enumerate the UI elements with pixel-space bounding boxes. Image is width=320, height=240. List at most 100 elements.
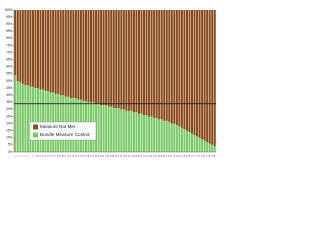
bar-segment xyxy=(137,10,140,114)
bar-segment xyxy=(130,110,133,152)
x-tick-label: 64 xyxy=(174,155,176,157)
bar-segment xyxy=(132,10,135,113)
x-tick-label: 18 xyxy=(58,155,60,157)
bar-segment xyxy=(206,10,209,143)
x-tick-label: 30 xyxy=(88,155,90,157)
legend-label: Bundle Measure Control xyxy=(40,132,90,137)
bar-segment xyxy=(117,107,120,152)
x-tick-label: 19 xyxy=(60,155,62,157)
bar-segment xyxy=(155,10,158,118)
bar-segment xyxy=(54,10,57,94)
x-tick-label: 36 xyxy=(103,155,105,157)
bar-segment xyxy=(153,117,156,152)
y-tick-label: 20% xyxy=(6,121,13,125)
bar-segment xyxy=(52,10,55,93)
bar-segment xyxy=(82,10,85,101)
x-tick-label: 67 xyxy=(181,155,183,157)
bar-segment xyxy=(112,10,115,108)
x-tick-label: 3 xyxy=(20,155,22,156)
bar-segment xyxy=(102,10,105,106)
y-tick-label: 100% xyxy=(4,8,12,12)
bar-segment xyxy=(110,10,113,107)
x-tick-label: 78 xyxy=(209,155,211,157)
x-tick-label: 33 xyxy=(95,155,97,157)
bar-segment xyxy=(14,10,17,76)
x-tick-label: 45 xyxy=(126,155,128,157)
x-tick-label: 16 xyxy=(53,155,55,157)
y-tick-label: 0% xyxy=(8,150,13,154)
y-tick-label: 25% xyxy=(6,114,13,118)
x-tick-label: 29 xyxy=(85,155,87,157)
bar-segment xyxy=(127,10,130,111)
bar-segment xyxy=(90,10,93,103)
x-tick-label: 63 xyxy=(171,155,173,157)
bar-segment xyxy=(208,10,211,144)
x-tick-label: 41 xyxy=(116,155,118,157)
x-tick-label: 51 xyxy=(141,155,143,157)
bar-segment xyxy=(183,10,186,130)
x-tick-label: 68 xyxy=(184,155,186,157)
x-tick-label: 21 xyxy=(65,155,67,157)
x-tick-label: 4 xyxy=(22,155,24,156)
y-tick-label: 75% xyxy=(6,43,13,47)
bar-segment xyxy=(175,125,178,152)
x-tick-label: 25 xyxy=(75,155,77,157)
bar-segment xyxy=(34,88,37,152)
y-tick-label: 45% xyxy=(6,86,13,90)
y-tick-label: 40% xyxy=(6,93,13,97)
bar-segment xyxy=(107,106,110,152)
bar-segment xyxy=(163,120,166,152)
x-tick-label: 35 xyxy=(101,155,103,157)
bar-segment xyxy=(67,10,70,97)
y-tick-label: 5% xyxy=(8,143,13,147)
x-tick-label: 73 xyxy=(196,155,198,157)
x-tick-label: 77 xyxy=(207,155,209,157)
y-tick-label: 10% xyxy=(6,136,13,140)
bar-segment xyxy=(29,10,32,87)
x-tick-label: 53 xyxy=(146,155,148,157)
y-tick-label: 60% xyxy=(6,65,13,69)
x-tick-label: 15 xyxy=(50,155,52,157)
bar-segment xyxy=(180,127,183,152)
x-tick-label: 58 xyxy=(159,155,161,157)
bar-segment xyxy=(84,10,87,101)
y-tick-label: 70% xyxy=(6,50,13,54)
x-tick-label: 74 xyxy=(199,155,201,157)
bar-segment xyxy=(158,10,161,120)
bar-segment xyxy=(193,134,196,152)
x-tick-label: 75 xyxy=(202,155,204,157)
y-tick-label: 65% xyxy=(6,58,13,62)
x-tick-label: 23 xyxy=(70,155,72,157)
bar-segment xyxy=(196,136,199,152)
bar-segment xyxy=(178,126,181,152)
bar-segment xyxy=(178,10,181,127)
bar-segment xyxy=(79,10,82,100)
x-tick-label: 47 xyxy=(131,155,133,157)
x-tick-label: 5 xyxy=(25,155,27,156)
bar-segment xyxy=(110,106,113,152)
bar-segment xyxy=(203,140,206,152)
bar-segment xyxy=(196,10,199,137)
x-tick-label: 72 xyxy=(194,155,196,157)
bar-segment xyxy=(165,10,168,121)
bar-segment xyxy=(100,105,103,152)
bar-segment xyxy=(201,139,204,152)
x-tick-label: 26 xyxy=(78,155,80,157)
bar-segment xyxy=(36,10,39,89)
bar-segment xyxy=(175,10,178,126)
bar-segment xyxy=(145,115,148,152)
bar-segment xyxy=(183,129,186,152)
bar-segment xyxy=(201,10,204,140)
x-tick-label: 55 xyxy=(151,155,153,157)
x-tick-label: 39 xyxy=(111,155,113,157)
y-tick-label: 30% xyxy=(6,107,13,111)
legend-swatch xyxy=(33,132,38,138)
bar-segment xyxy=(92,10,95,103)
x-tick-label: 13 xyxy=(45,155,47,157)
bar-segment xyxy=(211,144,214,152)
x-tick-label: 79 xyxy=(212,155,214,157)
chart: 0% 5% 10% 15% 20% 25% 30% 35% 40% 45% 50% 55% 60% 65%… xyxy=(4,8,216,157)
bar-segment xyxy=(120,109,123,152)
x-tick-label: 8 xyxy=(32,155,34,156)
x-tick-label: 14 xyxy=(48,155,50,157)
